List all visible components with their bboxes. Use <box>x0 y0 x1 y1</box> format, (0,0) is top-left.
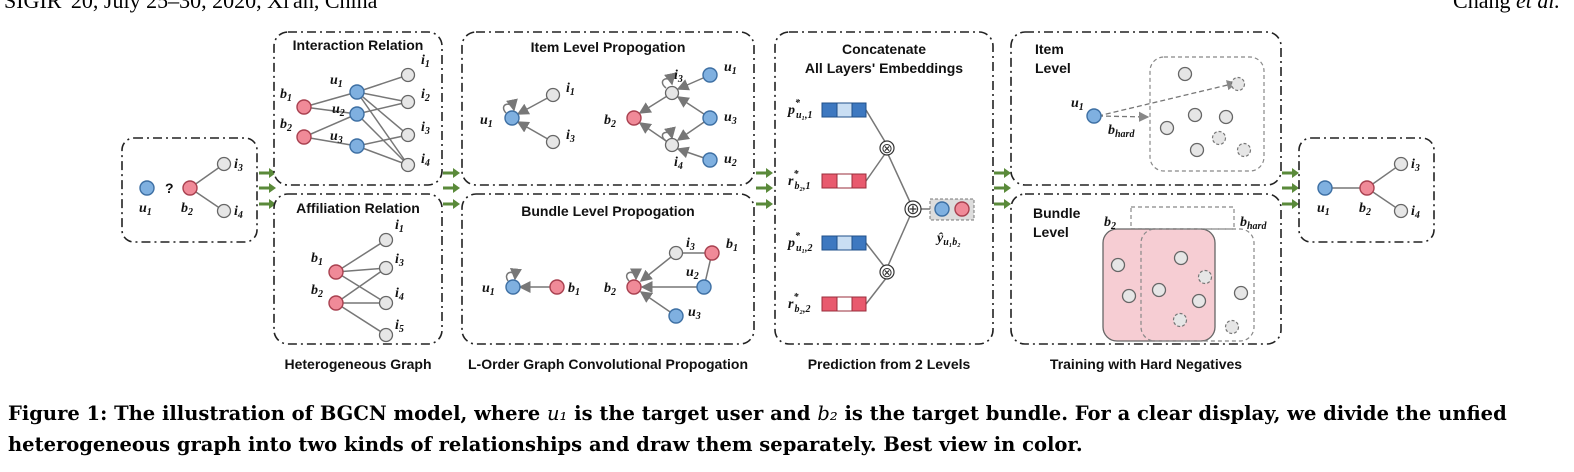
caption-u1: u₁ <box>546 402 568 425</box>
multiply-op-1 <box>879 140 895 156</box>
bundle-level-diagram: b2 bhard <box>1102 206 1267 342</box>
embedding-p-u1-1 <box>821 102 867 118</box>
otimes-1: ⊗ <box>881 140 893 156</box>
sum-op <box>904 200 922 218</box>
bundle-level-title-line1: Bundle <box>1033 205 1081 221</box>
interaction-graph: b1 b2 u1 u2 u3 i1 i2 i3 i4 <box>280 53 430 173</box>
multiply-op-2 <box>879 264 895 280</box>
svg-text:i4: i4 <box>234 204 243 221</box>
question-mark: ? <box>165 180 174 196</box>
bundle-level-propagation-title: Bundle Level Propogation <box>521 203 694 219</box>
bundle-node-b2 <box>182 180 198 196</box>
svg-text:i1: i1 <box>421 53 430 70</box>
caption-b2: b₂ <box>817 402 838 425</box>
embedding-p-u1-2 <box>821 235 867 251</box>
svg-text:i3: i3 <box>395 252 404 269</box>
svg-text:i1: i1 <box>395 218 404 235</box>
concat-title-line2: All Layers' Embeddings <box>805 60 963 76</box>
caption-prefix: Figure 1: The illustration of BGCN model… <box>8 402 547 425</box>
embedding-r-b2-1 <box>821 173 867 189</box>
bgcn-figure: ? u1 b2 i3 i4 Interaction Relation <box>121 31 1435 372</box>
flow-arrows <box>259 168 1299 209</box>
svg-text:i4: i4 <box>1411 204 1420 221</box>
svg-text:i3: i3 <box>421 120 430 137</box>
page-header: SIGIR '20, July 25–30, 2020, Xi'an, Chin… <box>0 0 1574 14</box>
item-node-i3 <box>216 156 232 172</box>
header-authors: Chang et al. <box>1453 0 1560 14</box>
svg-text:i3: i3 <box>686 236 695 253</box>
caption-suffix: is the target bundle. For a clear displa… <box>8 402 1507 456</box>
svg-text:i1: i1 <box>566 81 575 98</box>
item-level-diagram: u1 bhard <box>1071 56 1265 172</box>
svg-text:i3: i3 <box>234 157 243 174</box>
svg-text:i4: i4 <box>674 155 683 172</box>
caption-mid: is the target user and <box>567 402 818 425</box>
figure-caption: Figure 1: The illustration of BGCN model… <box>8 398 1568 460</box>
item-propagation-graph: u1 i1 i3 b2 i3 i4 u1 u3 u2 <box>480 60 737 172</box>
output-graph: u1 b2 i3 i4 <box>1317 156 1420 221</box>
svg-text:i3: i3 <box>566 128 575 145</box>
otimes-2: ⊗ <box>881 264 893 280</box>
svg-text:i4: i4 <box>395 286 404 303</box>
l-order-gcn-label: L-Order Graph Convolutional Propogation <box>468 356 748 372</box>
interaction-relation-title: Interaction Relation <box>293 37 424 53</box>
user-node-u1 <box>139 180 155 196</box>
bundle-level-title-line2: Level <box>1033 224 1069 240</box>
prediction-diagram: p* u₁,1 r* b₂,1 p* u₁,2 r* b₂,2 ⊗ ⊗ ⊕ ŷu₁b₂ <box>787 98 975 315</box>
prediction-label: Prediction from 2 Levels <box>808 356 971 372</box>
affiliation-graph: b1 b2 i1 i3 i4 i5 <box>311 218 404 343</box>
item-level-title-line2: Level <box>1035 60 1071 76</box>
svg-text:i3: i3 <box>1411 157 1420 174</box>
svg-text:i2: i2 <box>421 87 430 104</box>
embedding-r-b2-2 <box>821 296 867 312</box>
training-hard-negatives-label: Training with Hard Negatives <box>1050 356 1242 372</box>
oplus: ⊕ <box>906 201 919 218</box>
item-level-propagation-title: Item Level Propogation <box>531 39 686 55</box>
item-level-title-line1: Item <box>1035 41 1064 57</box>
svg-text:i3: i3 <box>674 68 683 85</box>
affiliation-relation-title: Affiliation Relation <box>296 200 420 216</box>
svg-text:i4: i4 <box>421 152 430 169</box>
affiliation-relation-panel <box>273 193 443 345</box>
heterogeneous-graph-label: Heterogeneous Graph <box>284 356 431 372</box>
item-node-i4 <box>216 203 232 219</box>
svg-text:i5: i5 <box>395 318 404 335</box>
bundle-level-propagation-panel <box>461 193 755 345</box>
header-author-name: Chang <box>1453 0 1516 13</box>
concat-title-line1: Concatenate <box>842 41 926 57</box>
bundle-propagation-graph: u1 b1 b2 i3 b1 u2 u3 <box>482 236 738 324</box>
header-venue: SIGIR '20, July 25–30, 2020, Xi'an, Chin… <box>4 0 378 13</box>
header-etal: et al. <box>1516 0 1560 13</box>
